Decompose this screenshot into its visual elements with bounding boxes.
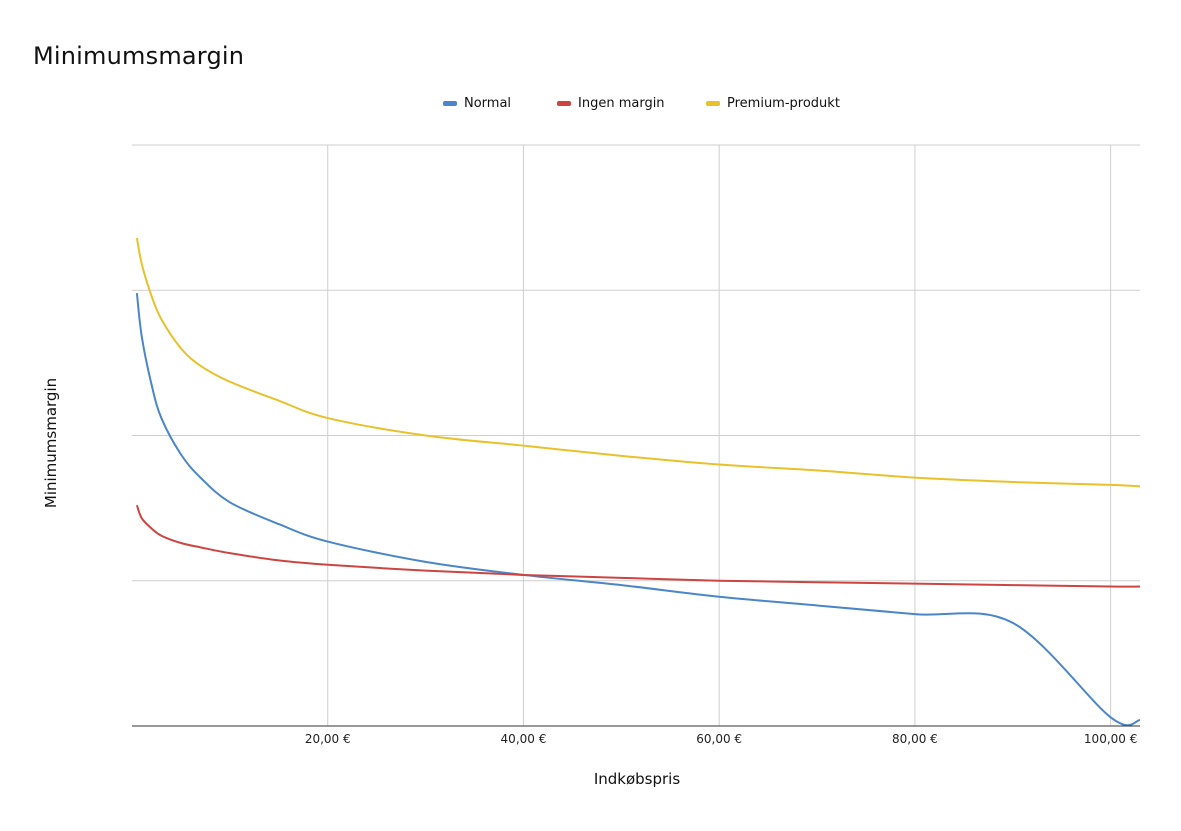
- gridlines: [132, 144, 1140, 726]
- x-tick-labels: 20,00 € 40,00 € 60,00 € 80,00 € 100,00 €: [305, 732, 1138, 746]
- x-tick-label-0: 20,00 €: [305, 732, 351, 746]
- chart-title: Minimumsmargin: [33, 42, 245, 70]
- series-line-premium-produkt: [135, 237, 1141, 488]
- series-line-ingen-margin: [135, 504, 1141, 588]
- legend-swatch-premium-produkt: [706, 101, 720, 106]
- legend-label-premium-produkt: Premium-produkt: [727, 96, 840, 111]
- x-tick-label-1: 40,00 €: [501, 732, 547, 746]
- legend-swatch-normal: [443, 101, 457, 106]
- legend-label-normal: Normal: [464, 96, 512, 111]
- series-line-normal: [135, 293, 1141, 727]
- x-tick-label-2: 60,00 €: [696, 732, 742, 746]
- legend-swatch-ingen-margin: [557, 101, 571, 106]
- legend-item-premium-produkt[interactable]: Premium-produkt: [706, 96, 840, 111]
- x-axis-title: Indkøbspris: [594, 770, 681, 788]
- series-lines: [135, 237, 1141, 727]
- legend: Normal Ingen margin Premium-produkt: [0, 96, 1181, 114]
- x-tick-label-3: 80,00 €: [892, 732, 938, 746]
- y-axis-title: Minimumsmargin: [42, 378, 60, 508]
- legend-label-ingen-margin: Ingen margin: [578, 96, 665, 111]
- legend-item-normal[interactable]: Normal: [443, 96, 511, 111]
- legend-item-ingen-margin[interactable]: Ingen margin: [557, 96, 665, 111]
- x-tick-label-4: 100,00 €: [1084, 732, 1137, 746]
